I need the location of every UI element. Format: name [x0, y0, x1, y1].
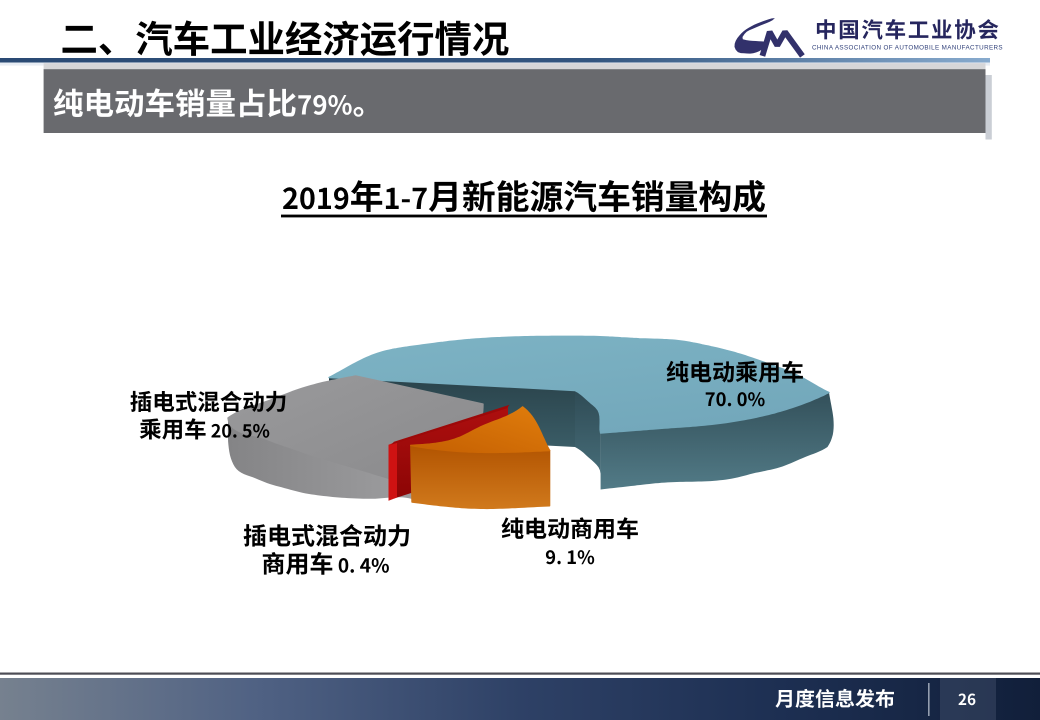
- svg-text:CHINA ASSOCIATION OF AUTOMOBIL: CHINA ASSOCIATION OF AUTOMOBILE MANUFACT…: [812, 45, 1003, 52]
